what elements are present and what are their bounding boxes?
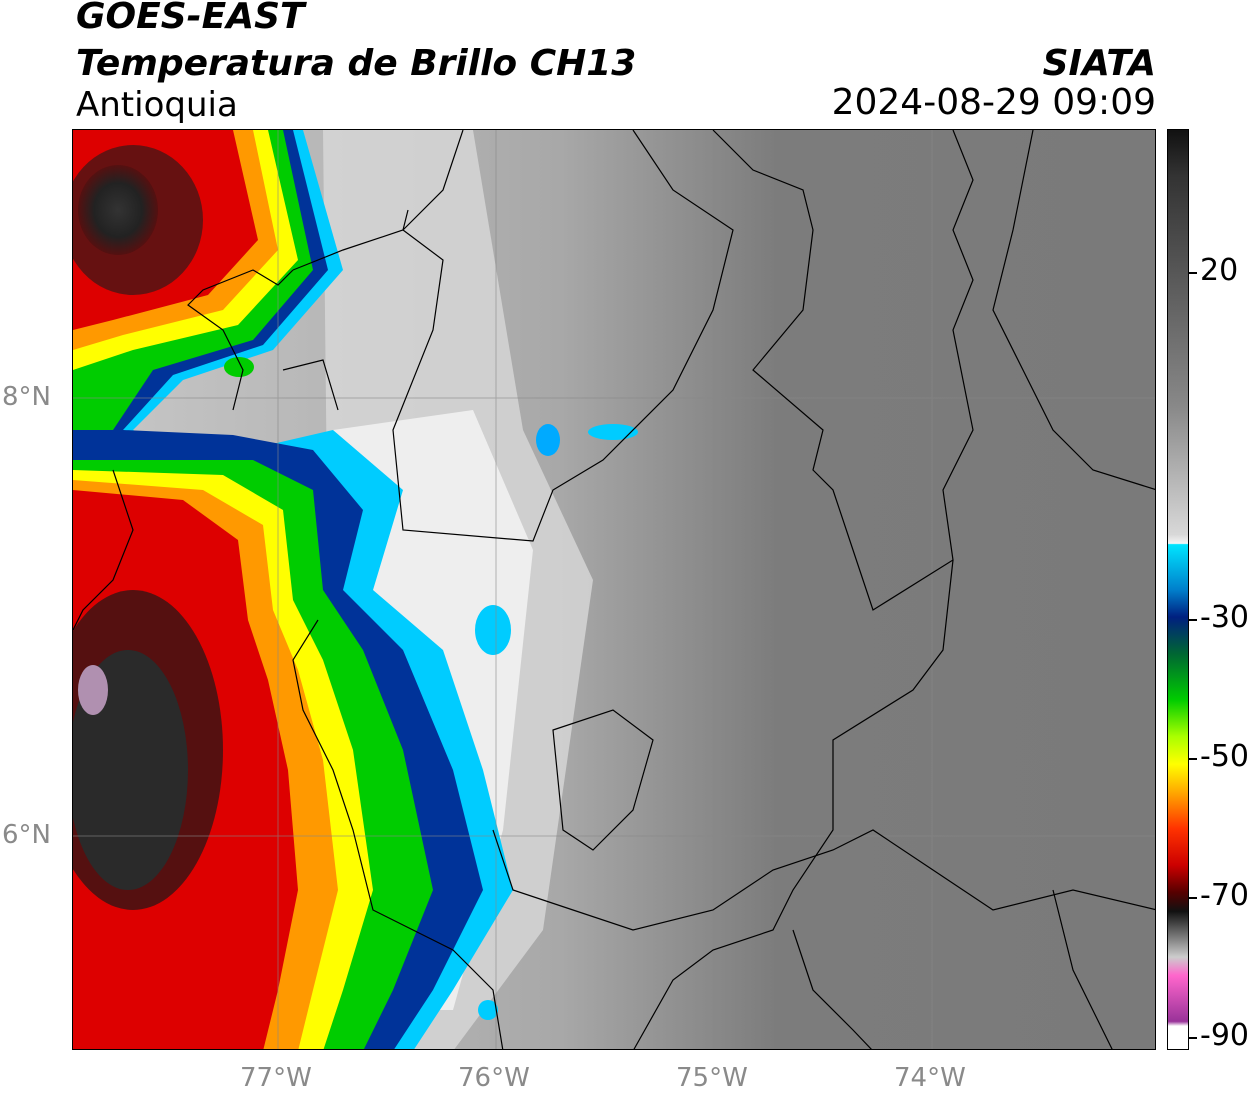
lon-label-77w: 77°W (240, 1063, 312, 1093)
lon-label-74w: 74°W (894, 1063, 966, 1093)
region-title: Antioquia (76, 85, 238, 125)
satellite-title: GOES-EAST (76, 0, 305, 37)
colorbar (1167, 129, 1189, 1050)
colorbar-tick-minus70: -70 (1200, 878, 1249, 913)
lat-label-6n: 6°N (2, 820, 51, 850)
lat-label-8n: 8°N (2, 382, 51, 412)
lon-label-75w: 75°W (676, 1063, 748, 1093)
org-label: SIATA (1042, 43, 1156, 84)
map-canvas (73, 130, 1155, 1049)
satellite-map (72, 129, 1156, 1050)
borders (73, 130, 1155, 1049)
graticule (73, 130, 1155, 1049)
colorbar-tick-20: 20 (1200, 253, 1239, 288)
colorbar-tick-minus50: -50 (1200, 739, 1249, 774)
colorbar-tick-minus90: -90 (1200, 1018, 1249, 1053)
lon-label-76w: 76°W (458, 1063, 530, 1093)
colorbar-tick-minus30: -30 (1200, 600, 1249, 635)
product-title: Temperatura de Brillo CH13 (76, 43, 637, 84)
datetime-label: 2024-08-29 09:09 (831, 82, 1156, 123)
